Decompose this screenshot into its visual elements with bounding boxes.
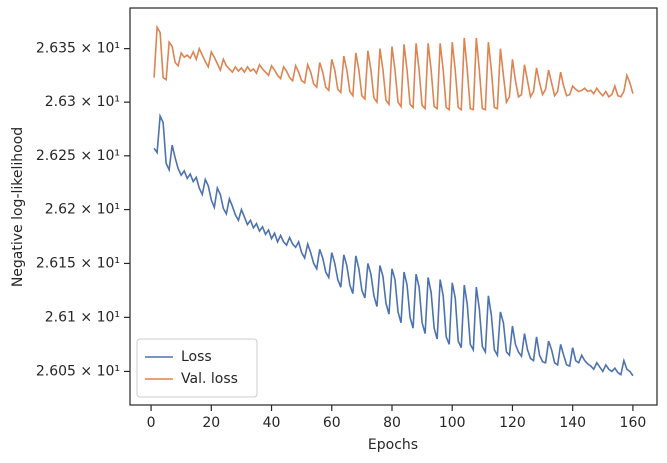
y-axis-label: Negative log-likelihood <box>10 127 26 287</box>
legend-label: Loss <box>181 349 212 365</box>
y-tick-label: 2.62 × 10¹ <box>45 202 120 218</box>
x-tick-label: 40 <box>263 415 281 431</box>
y-tick-label: 2.605 × 10¹ <box>36 363 120 379</box>
legend-label: Val. loss <box>181 371 238 387</box>
x-tick-label: 20 <box>202 415 220 431</box>
x-tick-label: 60 <box>323 415 341 431</box>
plot-frame <box>129 7 658 406</box>
y-tick-label: 2.615 × 10¹ <box>36 255 120 271</box>
x-tick-label: 80 <box>383 415 401 431</box>
line-series <box>153 24 634 112</box>
legend-box <box>136 338 258 398</box>
x-tick-label: 0 <box>147 415 156 431</box>
x-tick-label: 120 <box>499 415 526 431</box>
x-axis-label: Epochs <box>368 437 418 453</box>
y-tick-label: 2.625 × 10¹ <box>36 148 120 164</box>
x-tick-label: 160 <box>620 415 647 431</box>
y-tick-label: 2.63 × 10¹ <box>45 94 120 110</box>
y-tick-label: 2.61 × 10¹ <box>45 309 120 325</box>
y-tick-label: 2.635 × 10¹ <box>36 41 120 57</box>
line-series <box>153 113 634 377</box>
legend: Loss Val. loss <box>136 338 258 398</box>
x-tick-label: 140 <box>559 415 586 431</box>
x-tick-label: 100 <box>439 415 466 431</box>
